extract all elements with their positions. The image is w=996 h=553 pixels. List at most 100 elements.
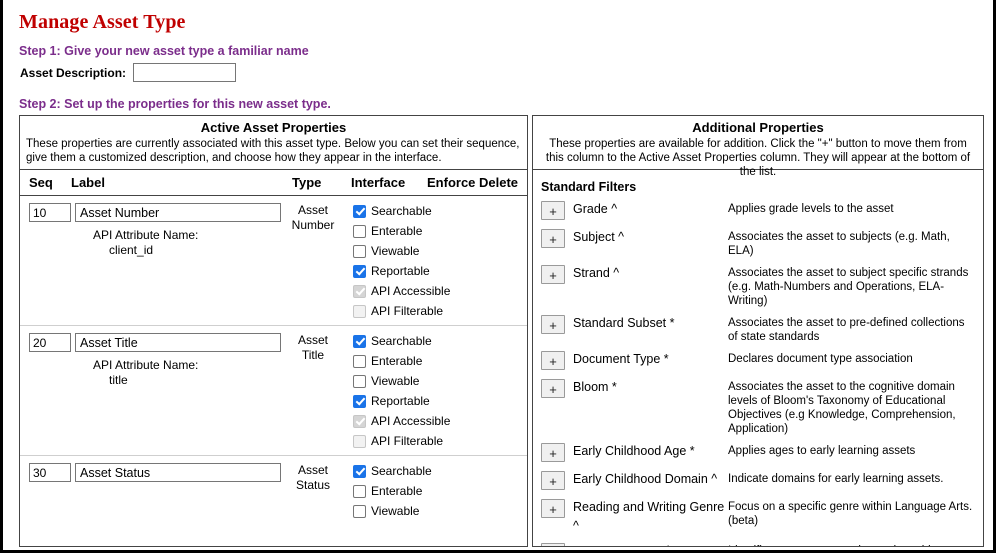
additional-property-name: Early Childhood Domain ^ (573, 472, 718, 486)
additional-properties-panel: Additional Properties These properties a… (532, 115, 984, 547)
additional-property-item: + Subject ^ Associates the asset to subjec… (533, 228, 983, 258)
plus-icon-button[interactable]: + (541, 379, 565, 398)
additional-panel-title: Additional Properties (692, 120, 824, 135)
plus-icon-button[interactable]: + (541, 229, 565, 248)
asset-description-input[interactable] (133, 63, 237, 82)
column-header-label: Label (71, 175, 105, 190)
checkbox-enterable[interactable] (353, 354, 366, 368)
interface-checkbox-row[interactable]: Enterable (353, 221, 450, 241)
additional-property-name: Strand ^ (573, 266, 620, 280)
additional-property-name: Subject ^ (573, 230, 625, 244)
additional-property-description: Focus on a specific genre within Languag… (728, 501, 973, 527)
checkbox-label: Searchable (371, 464, 432, 478)
plus-icon-button[interactable]: + (541, 315, 565, 334)
step-1-heading: Step 1: Give your new asset type a famil… (19, 44, 309, 58)
additional-property-item: + Early Childhood Age * Applies ages to ea… (533, 442, 983, 464)
interface-checkbox-row: API Filterable (353, 431, 450, 451)
interface-checkbox-row[interactable]: Viewable (353, 371, 450, 391)
active-column-headers: Seq Label Type Interface Enforce Delete (20, 170, 527, 196)
checkbox-api-accessible (353, 414, 366, 428)
additional-property-name: Bloom * (573, 380, 617, 394)
additional-property-name: Content Connection * (573, 542, 728, 546)
step-2-heading: Step 2: Set up the properties for this n… (19, 97, 331, 111)
interface-checkbox-row[interactable]: Searchable (353, 461, 432, 481)
property-row: API Attribute Name:title Asset Title Searc… (20, 326, 527, 456)
interface-checkbox-row[interactable]: Enterable (353, 351, 450, 371)
additional-property-item: + Early Childhood Domain ^ Indicate domain… (533, 470, 983, 492)
property-label-input[interactable] (75, 203, 281, 222)
asset-description-row: Asset Description: (20, 63, 237, 82)
plus-icon-button[interactable]: + (541, 543, 565, 546)
checkbox-searchable[interactable] (353, 204, 366, 218)
plus-icon-button[interactable]: + (541, 201, 565, 220)
checkbox-viewable[interactable] (353, 244, 366, 258)
additional-panel-header: Additional Properties These properties a… (533, 116, 983, 178)
property-type: Asset Number (291, 203, 335, 232)
asset-description-label: Asset Description: (20, 65, 127, 80)
checkbox-label: API Filterable (371, 304, 444, 318)
property-label-input[interactable] (75, 463, 281, 482)
checkbox-viewable[interactable] (353, 374, 366, 388)
checkbox-reportable[interactable] (353, 264, 366, 278)
additional-panel-description: These properties are available for addit… (545, 138, 971, 178)
checkbox-searchable[interactable] (353, 334, 366, 348)
api-attribute-name: API Attribute Name: client_id (93, 228, 198, 258)
additional-property-name: Grade ^ (573, 202, 618, 216)
additional-property-item: + Bloom * Associates the asset to the cogn… (533, 378, 983, 436)
interface-checkbox-row[interactable]: Searchable (353, 331, 450, 351)
checkbox-api-filterable (353, 304, 366, 318)
plus-icon-button[interactable]: + (541, 265, 565, 284)
interface-checkbox-row: API Accessible (353, 281, 450, 301)
api-attribute-value: title (109, 373, 128, 387)
property-row: API Attribute Name:client_id Asset Number… (20, 196, 527, 326)
interface-checkbox-row[interactable]: Searchable (353, 201, 450, 221)
checkbox-label: Viewable (371, 374, 420, 388)
plus-icon-button[interactable]: + (541, 351, 565, 370)
interface-checkbox-group: Searchable Enterable Viewable (353, 461, 432, 521)
additional-property-item: + Content Connection *Identifies content … (533, 542, 983, 546)
checkbox-enterable[interactable] (353, 224, 366, 238)
checkbox-enterable[interactable] (353, 484, 366, 498)
column-header-seq: Seq (29, 175, 53, 190)
checkbox-api-filterable (353, 434, 366, 448)
plus-icon-button[interactable]: + (541, 499, 565, 518)
checkbox-viewable[interactable] (353, 504, 366, 518)
additional-property-name: Document Type * (573, 352, 669, 366)
checkbox-label: Reportable (371, 264, 430, 278)
column-header-delete: Delete (479, 175, 519, 190)
api-attribute-caption: API Attribute Name: (93, 228, 199, 242)
active-property-rows: API Attribute Name:client_id Asset Number… (20, 196, 527, 518)
checkbox-label: API Filterable (371, 434, 444, 448)
plus-icon-button[interactable]: + (541, 471, 565, 490)
interface-checkbox-row[interactable]: Reportable (353, 261, 450, 281)
interface-checkbox-row[interactable]: Reportable (353, 391, 450, 411)
additional-property-description: Applies grade levels to the asset (728, 203, 894, 215)
interface-checkbox-row[interactable]: Viewable (353, 501, 432, 521)
interface-checkbox-row: API Accessible (353, 411, 450, 431)
active-panel-header: Active Asset Properties These properties… (20, 116, 527, 170)
additional-properties-list: Standard Filters + Grade ^ Applies grade le… (533, 170, 983, 546)
checkbox-label: Searchable (371, 204, 432, 218)
checkbox-label: Enterable (371, 224, 423, 238)
interface-checkbox-row[interactable]: Enterable (353, 481, 432, 501)
page-title: Manage Asset Type (19, 11, 186, 33)
plus-icon-button[interactable]: + (541, 443, 565, 462)
sequence-input[interactable] (29, 463, 71, 482)
additional-property-name: Standard Subset * (573, 316, 675, 330)
property-type: Asset Status (295, 463, 331, 492)
sequence-input[interactable] (29, 333, 71, 352)
active-panel-title: Active Asset Properties (200, 120, 347, 135)
checkbox-label: Viewable (371, 504, 420, 518)
property-label-input[interactable] (75, 333, 281, 352)
sequence-input[interactable] (29, 203, 71, 222)
api-attribute-name: API Attribute Name: title (93, 358, 198, 388)
property-type: Asset Title (297, 333, 328, 362)
additional-property-description: Associates the asset to pre-defined coll… (728, 317, 965, 343)
checkbox-searchable[interactable] (353, 464, 366, 478)
additional-property-description: Indicate domains for early learning asse… (728, 473, 944, 485)
checkbox-label: API Accessible (371, 414, 451, 428)
interface-checkbox-row[interactable]: Viewable (353, 241, 450, 261)
group-title: Standard Filters (541, 180, 637, 194)
checkbox-reportable[interactable] (353, 394, 366, 408)
